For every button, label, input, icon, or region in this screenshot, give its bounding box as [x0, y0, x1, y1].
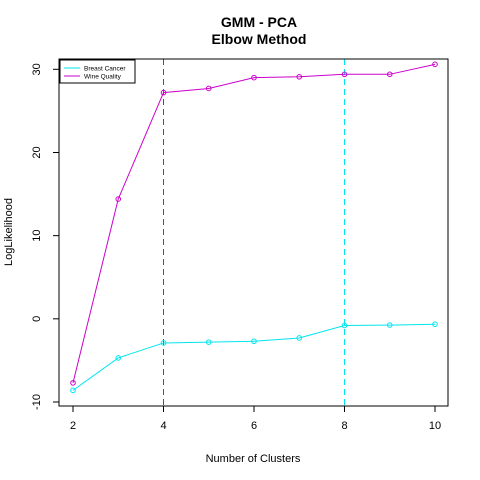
y-tick-label: 10 [31, 230, 43, 242]
chart-title: GMM - PCA [221, 14, 297, 30]
plot-frame [58, 58, 449, 407]
data-point-breast-cancer [341, 322, 348, 329]
data-point-wine-quality [251, 74, 257, 81]
data-point-wine-quality [386, 71, 393, 78]
legend-label-breast-cancer: Breast Cancer [84, 66, 126, 73]
x-tick-label: 10 [429, 420, 441, 432]
data-point-breast-cancer [432, 321, 438, 328]
data-point-breast-cancer [205, 339, 212, 345]
y-tick-label: 20 [31, 146, 43, 158]
data-point-wine-quality [432, 61, 438, 68]
data-point-breast-cancer [70, 387, 76, 394]
y-tick-label: -10 [31, 394, 43, 410]
data-point-breast-cancer [386, 322, 393, 328]
data-point-breast-cancer [251, 338, 257, 345]
y-tick-label: 30 [31, 63, 43, 75]
x-tick-label: 8 [341, 420, 347, 432]
legend: Breast Cancer Wine Quality [59, 59, 136, 84]
plot-area [70, 59, 438, 406]
x-tick-label: 2 [70, 420, 76, 432]
series-line-breast-cancer [72, 323, 436, 391]
data-point-breast-cancer [115, 355, 122, 361]
data-point-wine-quality [70, 380, 76, 386]
data-point-wine-quality [296, 74, 303, 80]
x-axis-label: Number of Clusters [206, 453, 301, 465]
y-axis-label: LogLikelihood [3, 198, 15, 266]
data-point-breast-cancer [160, 340, 167, 346]
y-tick-label: 0 [31, 316, 43, 322]
data-point-wine-quality [160, 89, 167, 96]
series-line-wine-quality [72, 63, 436, 383]
data-point-wine-quality [205, 85, 212, 92]
x-tick-label: 4 [160, 420, 166, 432]
legend-box [59, 59, 136, 84]
chart-subtitle: Elbow Method [212, 31, 307, 47]
legend-label-wine-quality: Wine Quality [84, 74, 122, 81]
x-tick-label: 6 [251, 420, 257, 432]
data-point-wine-quality [115, 196, 122, 202]
data-point-wine-quality [341, 71, 348, 78]
data-point-breast-cancer [296, 335, 303, 341]
